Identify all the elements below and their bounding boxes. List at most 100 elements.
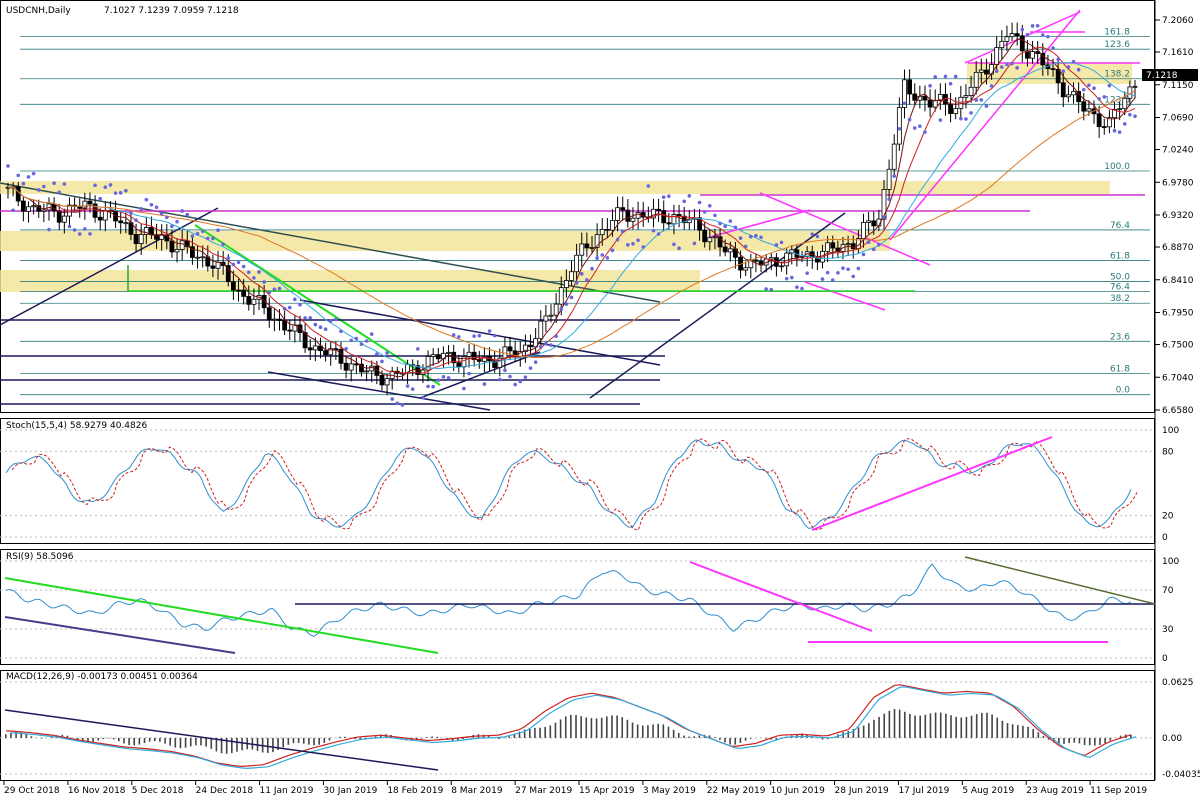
stoch-title: Stoch(15,5,4) 58.9279 40.4826 — [6, 421, 147, 431]
psar-dot — [800, 286, 804, 291]
macd-histogram-bar — [693, 736, 695, 738]
price-tick-label: 6.7040 — [1162, 373, 1194, 383]
macd-histogram-bar — [631, 722, 634, 738]
psar-dot — [400, 403, 405, 407]
macd-histogram-bar — [143, 737, 146, 744]
psar-dot — [979, 98, 984, 102]
price-tick-label: 6.8410 — [1162, 276, 1194, 286]
macd-histogram-bar — [92, 737, 94, 742]
candle-body — [871, 220, 877, 227]
macd-histogram-bar — [862, 725, 865, 738]
psar-dot — [892, 174, 897, 178]
macd-histogram-bar — [991, 714, 993, 738]
macd-histogram-bar — [852, 729, 855, 738]
candle-body — [190, 246, 195, 258]
macd-histogram-bar — [297, 737, 300, 743]
psar-dot — [1087, 83, 1091, 88]
macd-line — [5, 684, 1132, 768]
macd-histogram-bar — [523, 729, 526, 738]
time-tick-label: 27 Mar 2019 — [515, 786, 572, 796]
psar-dot — [820, 277, 825, 281]
moving-average-line — [7, 38, 1136, 378]
candle-body — [1101, 126, 1107, 129]
candle-body — [302, 332, 308, 349]
macd-histogram-bar — [765, 737, 767, 739]
psar-dot — [928, 83, 932, 88]
candle-body — [1055, 68, 1061, 84]
time-tick-label: 17 Jul 2019 — [898, 786, 949, 796]
candle-body — [174, 249, 180, 253]
macd-histogram-bar — [421, 737, 423, 739]
psar-dot — [149, 203, 154, 207]
macd-histogram-bar — [66, 735, 69, 738]
candle-body — [948, 103, 953, 115]
candle-body — [82, 200, 88, 209]
macd-histogram-bar — [626, 719, 629, 738]
candle-body — [200, 256, 206, 259]
macd-histogram-bar — [451, 737, 454, 741]
macd-histogram-bar — [359, 737, 362, 740]
psar-dot — [108, 183, 113, 187]
psar-dot — [467, 371, 471, 376]
psar-dot — [446, 376, 451, 380]
macd-histogram-bar — [1073, 737, 1076, 743]
macd-histogram-bar — [184, 737, 187, 748]
psar-dot — [626, 243, 630, 247]
macd-histogram-bar — [585, 717, 588, 738]
psar-dot — [57, 190, 62, 195]
psar-dot — [88, 232, 92, 236]
candle-body — [425, 356, 431, 371]
psar-dot — [313, 322, 318, 327]
macd-histogram-bar — [539, 727, 541, 738]
candle-body — [328, 348, 334, 356]
candle-body — [1040, 53, 1046, 66]
psar-dot — [226, 256, 231, 261]
psar-dot — [672, 242, 676, 247]
candle-body — [932, 100, 938, 108]
fib-levels: 161.8123.6138.2123.6100.076.461.850.076.… — [20, 27, 1150, 396]
fib-level-label: 50.0 — [1110, 273, 1130, 283]
macd-histogram-bar — [457, 737, 459, 741]
psar-dot — [42, 184, 46, 189]
psar-dot — [1107, 83, 1112, 88]
time-tick-label: 29 Oct 2018 — [4, 786, 60, 796]
candle-body — [902, 79, 907, 108]
psar-dot — [636, 238, 640, 243]
rsi-panel: 100 70 30 0 — [0, 556, 1179, 664]
psar-dot — [436, 378, 441, 382]
macd-histogram-bar — [857, 727, 860, 738]
candle-body — [548, 314, 554, 317]
psar-dot — [1025, 32, 1030, 37]
candle-body — [169, 240, 175, 253]
psar-dot — [118, 191, 123, 195]
macd-histogram-bar — [431, 736, 433, 738]
macd-histogram-bar — [1047, 737, 1050, 740]
macd-histogram-bar — [919, 715, 921, 738]
candle-body — [702, 229, 708, 243]
candle-body — [1132, 85, 1138, 88]
psar-dot — [733, 225, 738, 230]
candle-body — [507, 346, 513, 352]
candle-body — [717, 236, 723, 248]
candle-body — [210, 265, 216, 269]
psar-dot — [267, 290, 272, 295]
macd-histogram-bar — [1022, 725, 1024, 738]
psar-dot — [431, 384, 435, 389]
price-tick-label: 7.0240 — [1162, 146, 1194, 156]
psar-dot — [784, 276, 789, 281]
psar-dot — [779, 240, 784, 245]
macd-histogram-bar — [97, 737, 100, 741]
psar-dot — [380, 359, 384, 364]
macd-histogram-bar — [426, 737, 428, 738]
macd-histogram-bar — [903, 711, 906, 738]
psar-dot — [748, 234, 753, 239]
psar-dot — [139, 206, 143, 211]
macd-histogram-bar — [164, 737, 166, 744]
indicator-tick-label: 100 — [1162, 557, 1179, 567]
macd-histogram-bar — [20, 732, 23, 738]
psar-dot — [26, 175, 31, 179]
macd-histogram-bar — [1063, 737, 1065, 744]
candle-body — [968, 86, 974, 96]
psar-dot — [144, 197, 149, 202]
psar-dot — [989, 84, 994, 88]
